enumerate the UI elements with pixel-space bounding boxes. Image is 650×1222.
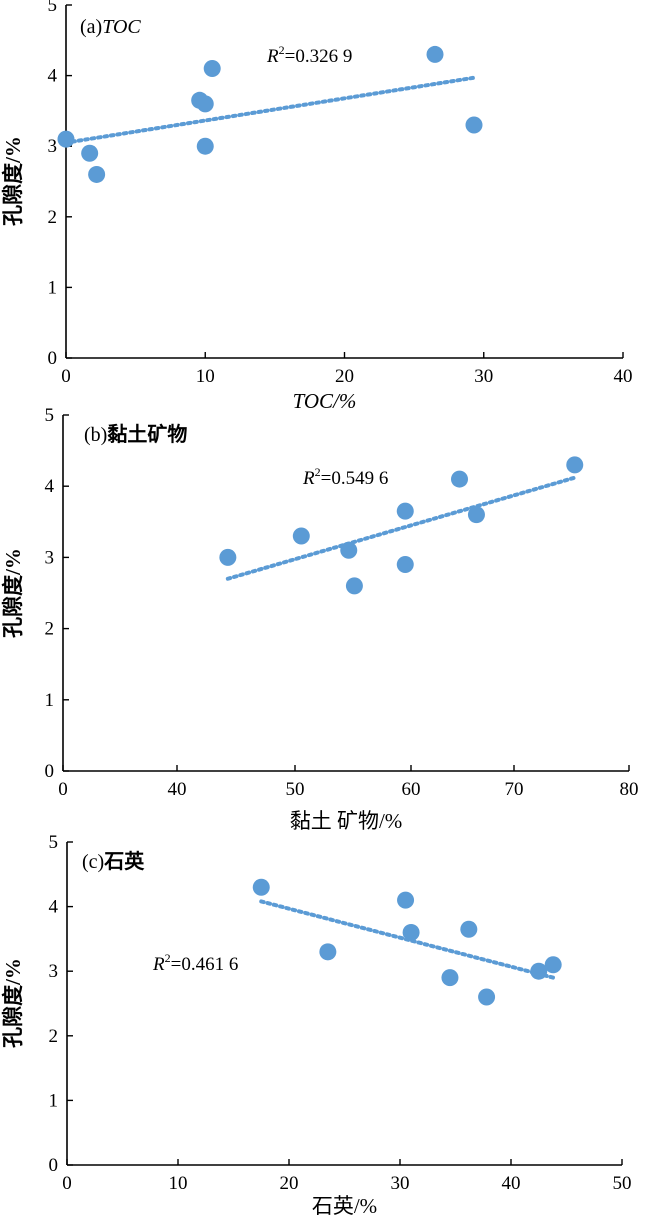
data-point xyxy=(396,502,414,520)
y-tick-label: 2 xyxy=(45,619,55,640)
trend-line xyxy=(225,475,577,581)
x-tick-label: 10 xyxy=(196,366,215,387)
y-tick-label: 1 xyxy=(45,690,55,711)
scatter-chart-a: 0 1 2 3 4 5 0 10 20 30 40 TOC/% 孔隙度/% (a)TOC R2=0.326 … xyxy=(1,0,633,413)
x-tick-label: 40 xyxy=(614,366,633,387)
panel-label: (a)TOC xyxy=(80,16,141,38)
x-axis-title: 黏土 矿物/% xyxy=(290,809,403,833)
y-tick-label: 3 xyxy=(45,547,55,568)
x-axis-title: 石英/% xyxy=(312,1194,377,1218)
y-tick-label: 5 xyxy=(49,832,59,853)
r-squared-label: R2=0.549 6 xyxy=(302,465,388,489)
data-point xyxy=(319,943,337,961)
y-tick-label: 4 xyxy=(49,897,59,918)
x-axis-title: TOC/% xyxy=(293,389,357,413)
x-tick-label: 30 xyxy=(474,366,493,387)
x-tick-label: 50 xyxy=(613,1173,632,1194)
y-tick-label: 5 xyxy=(48,0,58,16)
data-point xyxy=(345,577,363,595)
x-tick-label: 20 xyxy=(335,366,354,387)
y-axis-title: 孔隙度/% xyxy=(1,136,25,226)
x-tick-label: 50 xyxy=(286,779,305,800)
data-point xyxy=(478,988,496,1006)
data-point xyxy=(88,165,106,183)
data-point xyxy=(81,144,99,162)
r-squared-label: R2=0.326 9 xyxy=(266,43,352,67)
data-point xyxy=(465,116,483,134)
panel-label: (c)石英 xyxy=(82,849,145,873)
data-point xyxy=(441,969,459,987)
data-point xyxy=(530,962,548,980)
y-tick-label: 1 xyxy=(48,277,58,298)
data-point xyxy=(451,470,468,488)
data-point xyxy=(397,891,415,909)
x-tick-label: 0 xyxy=(58,779,68,800)
y-tick-label: 4 xyxy=(45,476,55,497)
data-point xyxy=(544,956,562,974)
data-point xyxy=(467,506,485,524)
data-point xyxy=(402,923,420,941)
y-tick-label: 5 xyxy=(45,405,55,426)
x-tick-label: 30 xyxy=(391,1173,410,1194)
data-point xyxy=(340,541,358,559)
x-tick-label: 70 xyxy=(505,779,524,800)
data-point xyxy=(292,527,310,545)
x-tick-label: 10 xyxy=(169,1173,188,1194)
data-point xyxy=(566,456,584,474)
x-tick-label: 0 xyxy=(61,366,71,387)
x-tick-label: 40 xyxy=(502,1173,521,1194)
x-tick-label: 80 xyxy=(620,779,639,800)
x-tick-label: 20 xyxy=(280,1173,299,1194)
trend-line xyxy=(64,75,477,145)
y-axis-title: 孔隙度/% xyxy=(1,548,25,638)
y-tick-label: 4 xyxy=(48,66,58,87)
data-point xyxy=(219,548,237,566)
y-tick-label: 0 xyxy=(49,1155,59,1176)
data-point xyxy=(252,878,270,896)
y-axis-title: 孔隙度/% xyxy=(1,958,25,1048)
y-tick-label: 1 xyxy=(49,1090,59,1111)
y-tick-label: 2 xyxy=(49,1026,59,1047)
y-tick-label: 3 xyxy=(48,136,58,157)
data-point xyxy=(396,556,414,574)
y-tick-label: 0 xyxy=(48,348,58,369)
y-tick-label: 0 xyxy=(45,761,55,782)
panel-label: (b)黏土矿物 xyxy=(84,422,187,446)
x-tick-label: 60 xyxy=(402,779,421,800)
r-squared-label: R2=0.461 6 xyxy=(152,951,238,975)
y-tick-label: 3 xyxy=(49,961,59,982)
y-tick-label: 2 xyxy=(48,207,58,228)
x-tick-label: 40 xyxy=(168,779,187,800)
data-point xyxy=(203,60,221,78)
data-point xyxy=(460,920,478,938)
x-tick-label: 0 xyxy=(62,1173,72,1194)
data-point xyxy=(57,130,75,148)
data-point xyxy=(426,45,444,63)
data-point xyxy=(196,95,214,113)
data-point xyxy=(196,137,214,155)
